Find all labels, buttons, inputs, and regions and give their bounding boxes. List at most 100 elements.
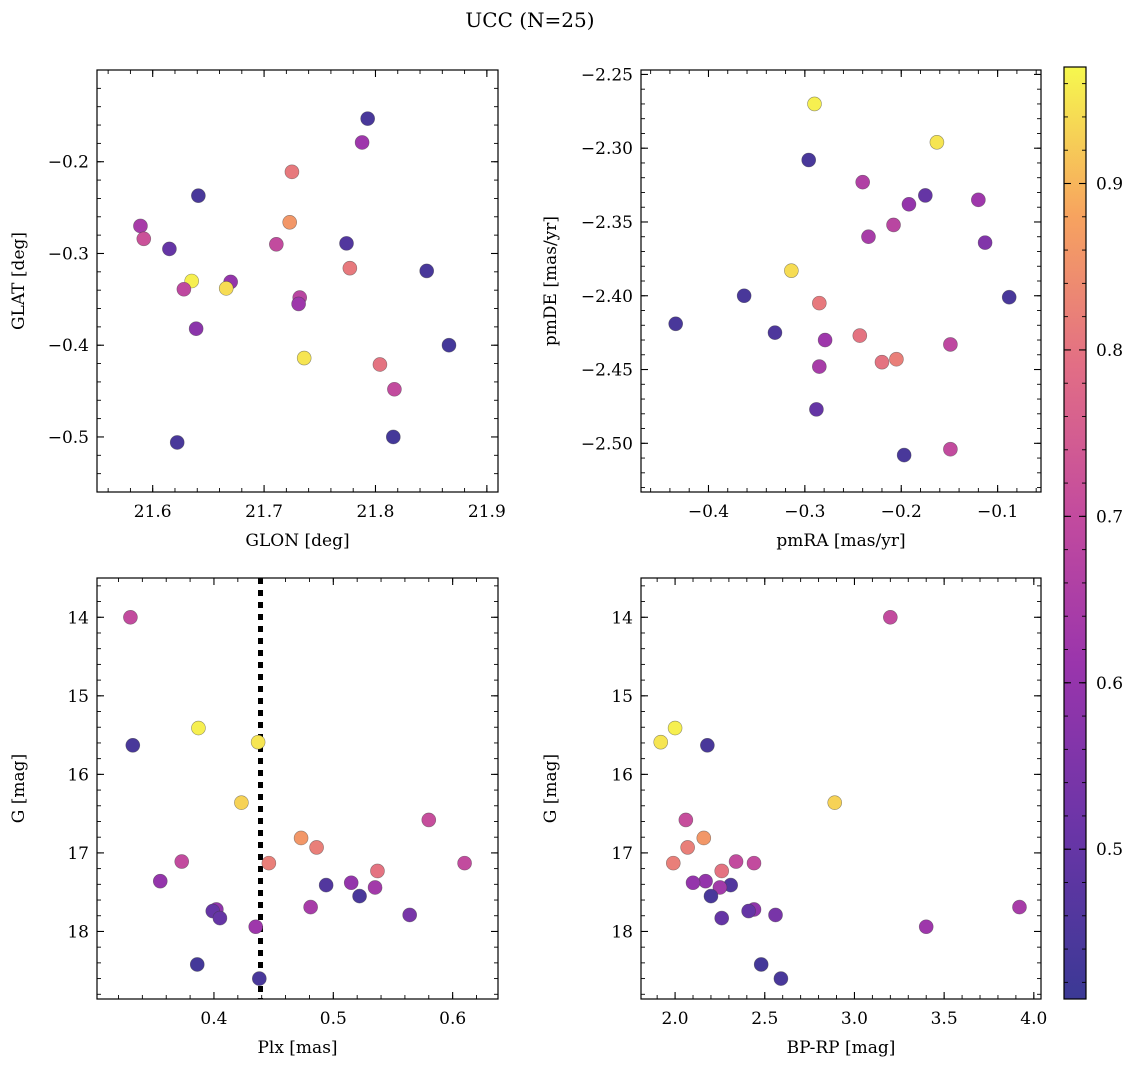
scatter-point <box>234 795 249 810</box>
figure-title: UCC (N=25) <box>465 8 594 32</box>
scatter-point <box>700 738 715 753</box>
axes-frame <box>640 577 1042 1000</box>
colorbar-tick-label: 0.8 <box>1096 341 1123 361</box>
x-tick-label: 21.9 <box>468 502 506 522</box>
scatter-point <box>896 447 912 463</box>
scatter-point <box>886 217 901 233</box>
x-tick-label: 2.0 <box>662 1009 689 1029</box>
y-tick-label: −0.2 <box>48 153 89 173</box>
scatter-point <box>352 888 367 904</box>
scatter-point <box>191 188 206 203</box>
scatter-point <box>309 840 324 855</box>
scatter-point <box>943 337 958 352</box>
scatter-point <box>457 855 472 871</box>
y-tick-label: −0.4 <box>48 336 89 356</box>
y-tick-label: 17 <box>611 844 633 864</box>
scatter-point <box>667 720 683 736</box>
scatter-point <box>339 236 354 251</box>
scatter-point <box>191 720 206 736</box>
scatter-point <box>133 218 148 234</box>
scatter-point <box>901 196 917 212</box>
x-tick-label: 0.5 <box>320 1009 347 1029</box>
y-tick-label: 18 <box>611 922 633 942</box>
scatter-point <box>665 855 681 871</box>
x-tick-label: 0.4 <box>200 1009 227 1029</box>
scatter-point <box>261 855 277 871</box>
scatter-point <box>883 609 898 625</box>
scatter-point <box>162 241 177 257</box>
scatter-point <box>712 880 728 895</box>
y-tick-label: −2.35 <box>581 213 633 233</box>
scatter-point <box>218 281 234 296</box>
scatter-point <box>653 734 669 750</box>
scatter-point <box>696 830 712 846</box>
scatter-point <box>746 855 762 871</box>
scatter-point <box>855 174 870 190</box>
scatter-point <box>252 971 267 986</box>
scatter-point <box>169 435 185 450</box>
scatter-point <box>685 875 701 891</box>
scatter-point <box>680 840 695 855</box>
x-axis-label: Plx [mas] <box>257 1038 337 1058</box>
scatter-point <box>360 111 375 126</box>
scatter-point <box>370 863 385 879</box>
scatter-point <box>809 402 824 417</box>
x-tick-label: 3.5 <box>931 1009 958 1029</box>
x-axis-label: GLON [deg] <box>245 531 349 551</box>
colorbar-tick-label: 0.6 <box>1096 674 1123 694</box>
scatter-point <box>852 328 868 343</box>
scatter-point <box>889 351 904 367</box>
y-tick-label: 16 <box>67 765 89 785</box>
scatter-point <box>817 332 833 348</box>
scatter-point <box>736 288 752 304</box>
colorbar-gradient <box>1064 67 1086 999</box>
scatter-point <box>174 854 190 869</box>
scatter-point <box>282 214 298 230</box>
x-tick-label: 21.7 <box>245 502 283 522</box>
y-tick-label: 15 <box>611 687 633 707</box>
y-tick-label: 18 <box>67 922 89 942</box>
y-tick-label: −2.45 <box>581 361 633 381</box>
scatter-point <box>343 875 359 891</box>
y-tick-label: 14 <box>67 608 89 628</box>
scatter-point <box>176 281 192 297</box>
y-axis-label: GLAT [deg] <box>9 232 29 330</box>
axes-frame <box>96 69 499 493</box>
colorbar-frame <box>1063 66 1087 1000</box>
scatter-point <box>753 957 769 972</box>
scatter-point <box>123 609 138 625</box>
scatter-point <box>767 325 783 340</box>
scatter-point <box>929 135 945 150</box>
scatter-point <box>943 441 958 457</box>
scatter-point <box>441 337 457 353</box>
x-tick-label: 21.6 <box>134 502 172 522</box>
y-tick-label: 17 <box>67 844 89 864</box>
axes-frame <box>96 577 499 1000</box>
x-tick-label: 3.0 <box>841 1009 868 1029</box>
scatter-point <box>698 873 713 889</box>
scatter-point <box>284 164 300 180</box>
scatter-point <box>372 357 388 372</box>
scatter-point <box>318 877 334 893</box>
scatter-point <box>668 316 683 332</box>
scatter-point <box>784 263 799 278</box>
x-tick-label: 0.6 <box>439 1009 466 1029</box>
panels: 21.6 21.7 21.8 21.9 −0.2 −0.3 −0.4 −0.5 GLON [de… <box>9 65 1047 1058</box>
scatter-point <box>971 192 986 208</box>
scatter-point <box>385 429 401 445</box>
scatter-point <box>248 919 264 935</box>
colorbar-tick-label: 0.9 <box>1096 175 1123 195</box>
scatter-point <box>703 888 719 904</box>
scatter-point <box>419 263 435 279</box>
scatter-point <box>125 738 141 753</box>
scatter-point <box>152 873 168 889</box>
y-tick-label: −2.30 <box>581 139 633 159</box>
scatter-point <box>918 188 933 203</box>
y-axis-label: G [mag] <box>9 754 29 823</box>
y-tick-label: −2.50 <box>581 434 633 454</box>
scatter-point <box>291 296 306 312</box>
scatter-point <box>136 231 152 247</box>
scatter-point <box>773 971 789 986</box>
scatter-point <box>367 880 383 895</box>
x-tick-label: 4.0 <box>1020 1009 1047 1029</box>
